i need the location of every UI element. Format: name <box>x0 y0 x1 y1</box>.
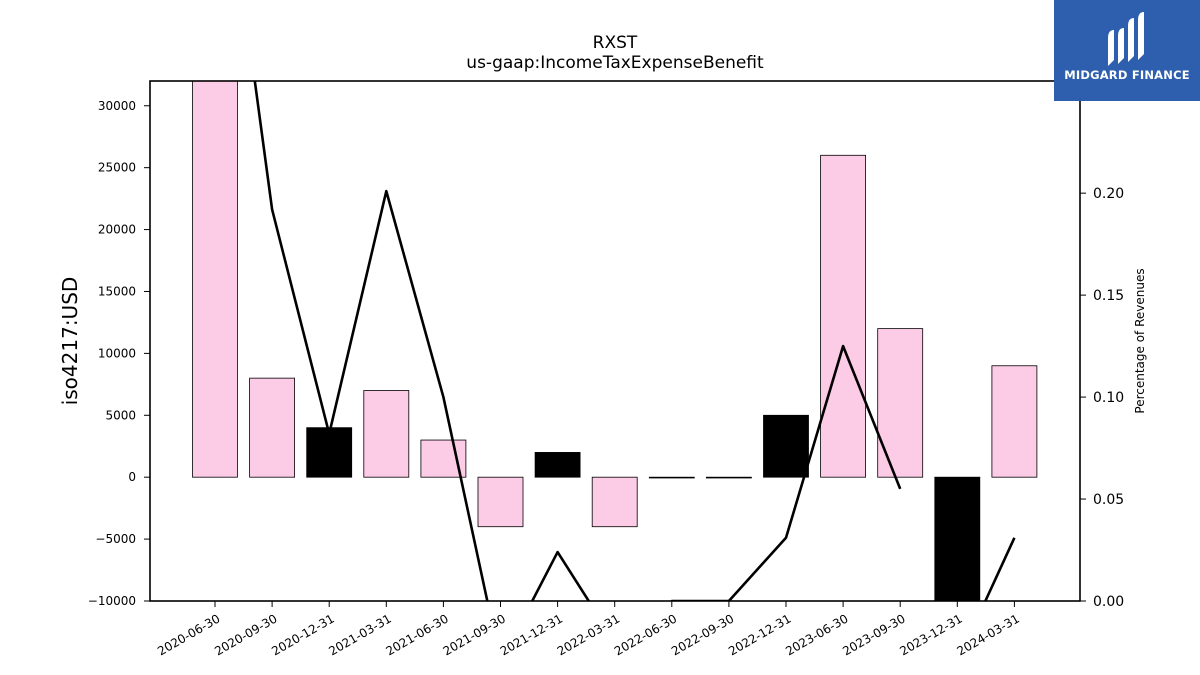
y-tick-label: 25000 <box>98 161 136 175</box>
x-tick-label: 2022-06-30 <box>612 611 679 658</box>
y-tick-label: 5000 <box>105 408 136 422</box>
x-tick-label: 2022-12-31 <box>726 611 793 658</box>
y-tick-label: 20000 <box>98 223 136 237</box>
x-tick-label: 2022-09-30 <box>669 611 736 658</box>
y-tick-label: −10000 <box>88 594 136 608</box>
ratio-line-segment-0 <box>253 81 902 601</box>
x-tick-label: 2020-09-30 <box>212 611 279 658</box>
bar-2020-06-30 <box>192 81 238 478</box>
bar-2022-09-30 <box>706 476 752 479</box>
chart-subtitle: us-gaap:IncomeTaxExpenseBenefit <box>466 53 764 73</box>
bar-2021-03-31 <box>363 390 410 478</box>
x-tick-label: 2021-09-30 <box>441 611 508 658</box>
x-tick-label: 2024-03-31 <box>954 611 1021 658</box>
brand-logo: MIDGARD FINANCE <box>1054 0 1200 101</box>
ratio-line-segment-1 <box>983 537 1016 601</box>
x-tick-label: 2020-06-30 <box>155 611 222 658</box>
bar-2021-09-30 <box>477 476 524 528</box>
bar-2022-03-31 <box>591 476 638 528</box>
logo-mark-icon <box>1108 12 1144 66</box>
y2-tick-label: 0.15 <box>1093 288 1124 304</box>
x-tick-label: 2023-06-30 <box>783 611 850 658</box>
x-tick-label: 2022-03-31 <box>555 611 622 658</box>
y-axis-label: iso4217:USD <box>58 277 82 406</box>
bar-2023-09-30 <box>877 328 924 478</box>
bar-2021-12-31 <box>534 452 581 478</box>
chart-title: RXST <box>593 33 638 53</box>
line-layer <box>253 81 1016 601</box>
y2-tick-label: 0.20 <box>1093 186 1124 202</box>
x-tick-label: 2020-12-31 <box>269 611 336 658</box>
bar-2024-03-31 <box>991 365 1038 478</box>
y2-tick-label: 0.00 <box>1093 594 1124 610</box>
y-tick-label: 30000 <box>98 99 136 113</box>
bar-2023-06-30 <box>820 154 866 478</box>
y-tick-label: 15000 <box>98 284 136 298</box>
x-tick-label: 2021-06-30 <box>383 611 450 658</box>
y-tick-label: −5000 <box>95 532 136 546</box>
bars-layer <box>192 81 1038 601</box>
logo-text: MIDGARD FINANCE <box>1064 68 1190 82</box>
bar-2023-12-31 <box>934 476 981 601</box>
y2-tick-label: 0.05 <box>1093 492 1124 508</box>
bar-2022-06-30 <box>648 476 695 479</box>
bar-2020-12-31 <box>306 427 353 478</box>
x-tick-label: 2023-12-31 <box>897 611 964 658</box>
y-tick-label: 0 <box>128 470 136 484</box>
y2-axis-label: Percentage of Revenues <box>1133 268 1147 413</box>
x-tick-label: 2023-09-30 <box>840 611 907 658</box>
x-tick-label: 2021-03-31 <box>326 611 393 658</box>
y-tick-label: 10000 <box>98 346 136 360</box>
bar-2022-12-31 <box>763 414 809 478</box>
bar-2020-09-30 <box>249 377 296 478</box>
y2-tick-label: 0.10 <box>1093 390 1124 406</box>
x-tick-label: 2021-12-31 <box>498 611 565 658</box>
